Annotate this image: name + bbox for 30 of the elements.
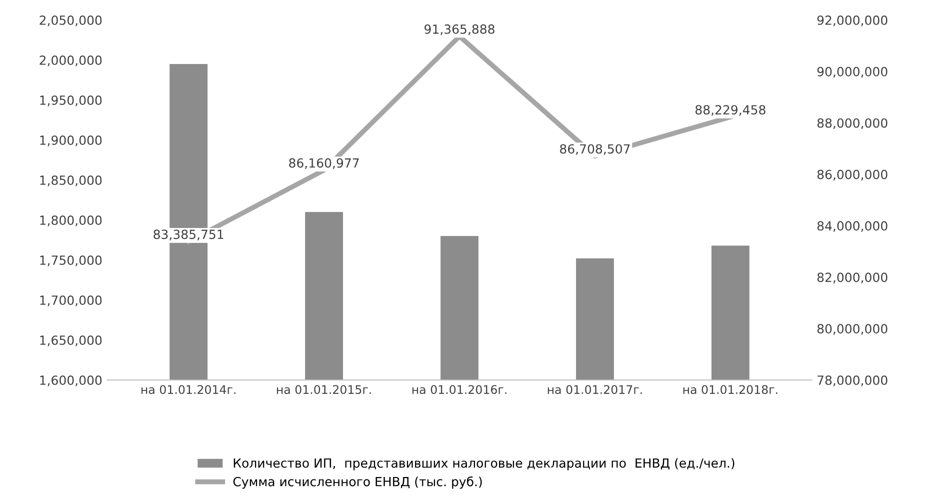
x-tick-label: на 01.01.2017г. (548, 385, 642, 394)
legend-label: Количество ИП, представивших налоговые декларации по ЕНВД (ед./чел.) (234, 458, 734, 470)
y2-tick-label: 82,000,000 (817, 272, 888, 284)
y2-tick-label: 92,000,000 (817, 15, 888, 26)
y2-tick-label: 84,000,000 (817, 221, 888, 232)
y2-tick-label: 86,000,000 (817, 170, 888, 180)
y-tick-label: 1,750,000 (40, 255, 102, 266)
data-label: 86,708,507 (560, 144, 630, 155)
x-tick-label: на 01.01.2015г. (276, 385, 371, 394)
legend-label: Сумма исчисленного ЕНВД (тыс. руб.) (233, 476, 482, 489)
data-label: 86,160,977 (289, 158, 359, 169)
y-tick-label: 1,950,000 (40, 95, 102, 106)
y2-tick-label: 80,000,000 (817, 324, 888, 335)
y-tick-label: 1,900,000 (40, 135, 102, 146)
y2-tick-label: 78,000,000 (818, 375, 888, 386)
y-tick-label: 1,800,000 (40, 215, 102, 226)
y-tick-label: 2,050,000 (40, 15, 102, 26)
x-tick-label: на 01.01.2018г. (683, 385, 778, 394)
y-tick-label: 1,700,000 (40, 295, 102, 306)
y-tick-label: 1,850,000 (40, 175, 102, 186)
data-label: 83,385,751 (154, 230, 224, 240)
y2-tick-label: 90,000,000 (817, 66, 888, 78)
x-tick-label: на 01.01.2016г. (412, 385, 506, 394)
x-tick-label: на 01.01.2014г. (142, 385, 236, 394)
y2-tick-label: 88,000,000 (817, 118, 888, 130)
y-tick-label: 1,650,000 (40, 335, 102, 346)
y-tick-label: 1,600,000 (40, 375, 102, 386)
data-label: 91,365,888 (424, 24, 494, 36)
data-label: 88,229,458 (695, 105, 766, 116)
y-tick-label: 2,000,000 (40, 55, 102, 66)
